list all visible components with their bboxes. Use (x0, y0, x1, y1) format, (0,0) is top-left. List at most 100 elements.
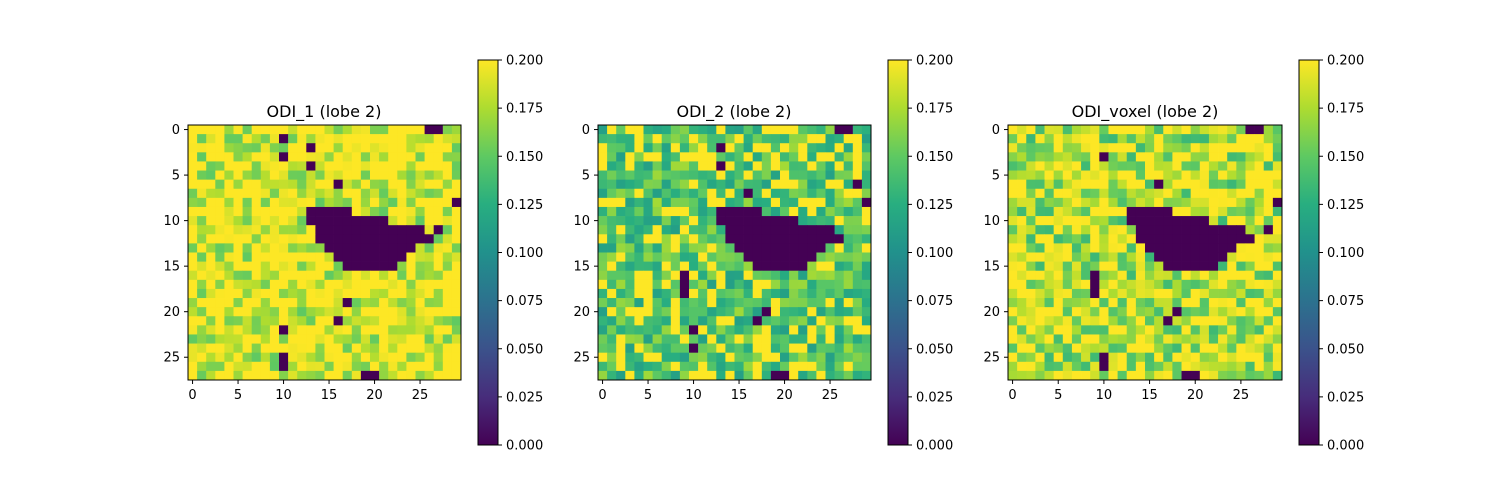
heatmap-cell (342, 370, 353, 381)
heatmap-cell (388, 188, 398, 199)
heatmap-cell (1071, 361, 1082, 372)
heatmap-cell (370, 288, 380, 299)
colorbar-tick-label: 0.150 (1327, 150, 1364, 165)
heatmap-cell (1090, 370, 1100, 381)
heatmap-cell (224, 307, 234, 317)
heatmap-cell (370, 307, 380, 317)
heatmap-cell (269, 325, 280, 335)
heatmap-cell (689, 216, 699, 226)
heatmap-cell (1062, 134, 1073, 144)
heatmap-cell (1081, 225, 1091, 235)
heatmap-cell (752, 206, 763, 217)
heatmap-cell (1208, 316, 1219, 326)
heatmap-cell (598, 325, 608, 335)
heatmap-cell (770, 225, 781, 235)
heatmap-cell (1135, 288, 1146, 299)
heatmap-cell (251, 143, 262, 153)
heatmap-cell (1126, 216, 1137, 226)
heatmap-cell (1090, 270, 1100, 281)
heatmap-cell (707, 170, 717, 180)
heatmap-cell (1008, 125, 1018, 135)
heatmap-cell (616, 225, 626, 235)
heatmap-cell (698, 216, 708, 226)
heatmap-cell (734, 288, 744, 299)
heatmap-cell (634, 197, 644, 208)
heatmap-cell (598, 179, 608, 190)
heatmap-cell (415, 206, 425, 217)
x-tick-label: 5 (1054, 388, 1062, 403)
heatmap-cell (297, 125, 307, 135)
heatmap-cell (1218, 261, 1228, 272)
heatmap-cell (324, 279, 334, 290)
heatmap-cell (689, 152, 699, 162)
heatmap-cell (1053, 307, 1064, 317)
heatmap-cell (242, 370, 253, 381)
heatmap-cell (843, 325, 854, 335)
heatmap-cell (1026, 197, 1036, 208)
heatmap-cell (306, 252, 316, 262)
heatmap-cell (360, 188, 371, 199)
heatmap-cell (260, 197, 271, 208)
heatmap-cell (269, 206, 280, 217)
x-tick-label: 20 (776, 388, 793, 403)
heatmap-cell (451, 261, 462, 272)
heatmap-cell (852, 134, 863, 144)
heatmap-cell (1099, 197, 1109, 208)
heatmap-cell (1017, 143, 1027, 153)
heatmap-cell (1245, 298, 1255, 308)
heatmap-cell (625, 143, 635, 153)
heatmap-cell (1035, 243, 1045, 253)
heatmap-cell (843, 179, 854, 190)
heatmap-cell (415, 152, 425, 162)
heatmap-cell (415, 270, 425, 281)
heatmap-cell (1017, 252, 1027, 262)
heatmap-cell (1108, 279, 1118, 290)
heatmap-cell (260, 225, 271, 235)
heatmap-cell (1026, 343, 1036, 354)
heatmap-cell (716, 143, 726, 153)
heatmap-cell (1044, 334, 1055, 344)
heatmap-cell (816, 170, 826, 180)
heatmap-cell (388, 170, 398, 180)
heatmap-cell (324, 134, 334, 144)
heatmap-cell (1117, 352, 1128, 363)
heatmap-cell (1254, 134, 1265, 144)
heatmap-cell (1081, 161, 1091, 171)
heatmap-cell (1227, 206, 1237, 217)
heatmap-cell (743, 361, 754, 372)
heatmap-cell (689, 370, 699, 381)
heatmap-cell (1135, 234, 1146, 244)
heatmap-cell (780, 343, 790, 354)
heatmap-cell (1163, 170, 1173, 180)
heatmap-cell (260, 343, 271, 354)
heatmap-cell (679, 206, 690, 217)
heatmap-cell (188, 343, 198, 354)
heatmap-cell (1099, 234, 1109, 244)
heatmap-cell (1017, 234, 1027, 244)
heatmap-cell (625, 125, 635, 135)
heatmap-cell (1154, 179, 1164, 190)
heatmap-cell (288, 188, 298, 199)
heatmap-cell (442, 325, 453, 335)
heatmap-cell (388, 125, 398, 135)
heatmap-cell (388, 252, 398, 262)
heatmap-cell (1163, 197, 1173, 208)
heatmap-cell (1163, 361, 1173, 372)
heatmap-cell (1099, 179, 1109, 190)
heatmap-cell (1181, 143, 1192, 153)
heatmap-cell (725, 288, 735, 299)
heatmap-cell (215, 225, 225, 235)
heatmap-cell (643, 279, 653, 290)
heatmap-cell (342, 334, 353, 344)
heatmap-cell (1008, 325, 1018, 335)
heatmap-cell (1108, 316, 1118, 326)
heatmap-cell (725, 134, 735, 144)
heatmap-cell (725, 261, 735, 272)
heatmap-cell (1236, 343, 1246, 354)
heatmap-cell (816, 252, 826, 262)
heatmap-cell (707, 298, 717, 308)
heatmap-cell (825, 352, 835, 363)
heatmap-cell (1218, 252, 1228, 262)
heatmap-cell (351, 316, 362, 326)
heatmap-cell (342, 225, 353, 235)
